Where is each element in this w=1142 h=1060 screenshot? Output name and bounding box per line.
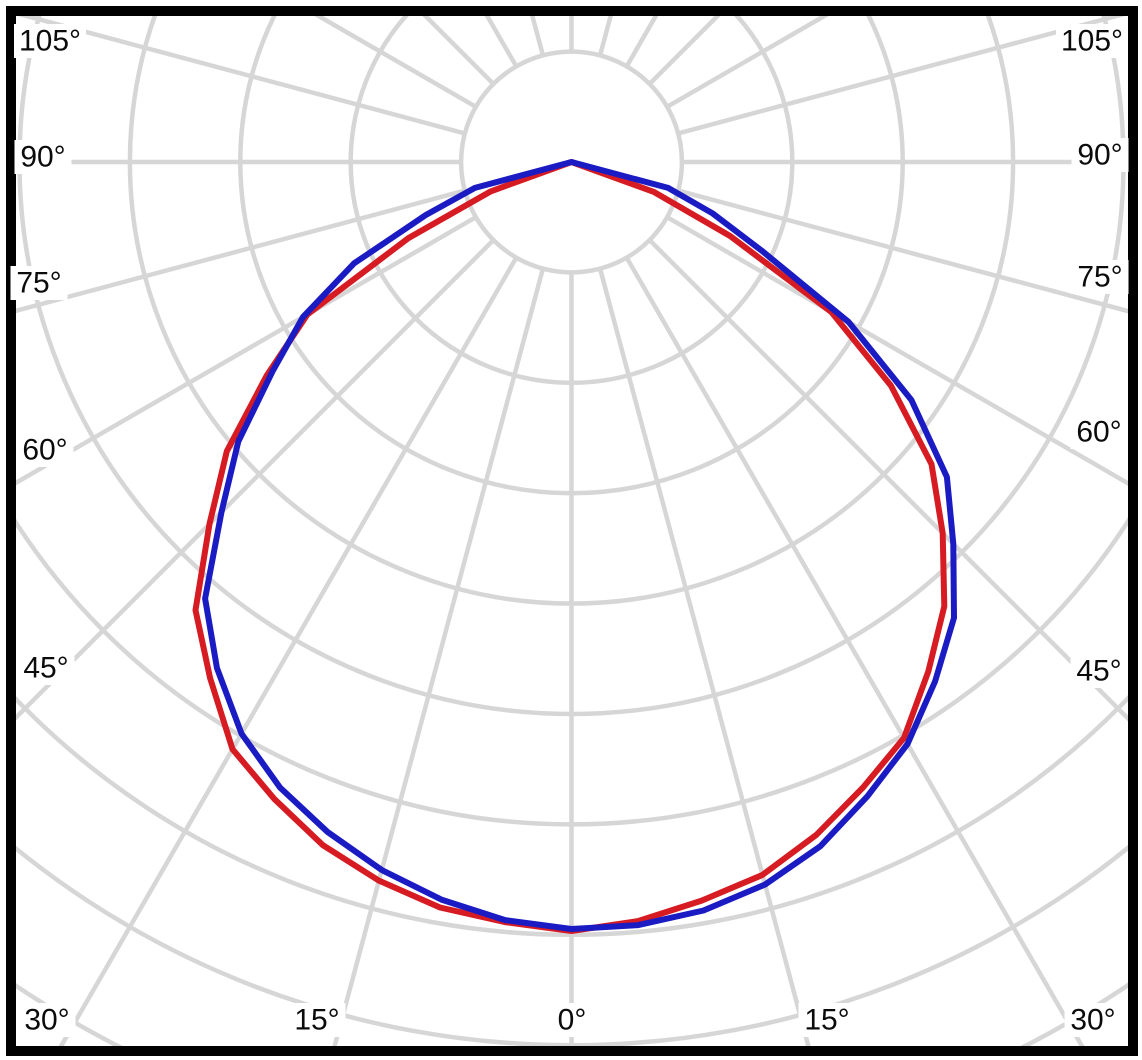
angle-label: 75° <box>16 267 61 300</box>
angle-label: 105° <box>19 25 81 58</box>
grid-spoke <box>17 16 466 136</box>
angle-label: 30° <box>24 1004 69 1037</box>
grid-spoke <box>647 238 1128 722</box>
angle-label: 90° <box>20 141 65 174</box>
angle-label-mask <box>18 1003 76 1037</box>
angle-label-mask <box>10 266 68 300</box>
angle-label: 60° <box>22 434 67 467</box>
angle-label-mask <box>1071 138 1129 172</box>
angle-label: 45° <box>23 652 68 685</box>
angle-label-mask <box>17 651 75 685</box>
angle-label-mask <box>288 1003 346 1037</box>
angle-label-mask <box>1071 260 1129 294</box>
grid-spoke <box>677 16 1126 136</box>
grid-spoke <box>16 238 496 721</box>
angle-label: 90° <box>1077 139 1122 172</box>
angle-label-mask <box>551 1003 593 1037</box>
grid-spoke <box>624 256 1085 1046</box>
grid-spoke <box>597 268 811 1046</box>
grid-spoke <box>677 188 1128 314</box>
angle-label-mask <box>14 24 86 58</box>
angle-label: 15° <box>294 1004 339 1037</box>
angle-label: 105° <box>1061 25 1123 58</box>
angle-labels: 105° 90° 75° 60° 45° 30° 15° 0° 15° 30° 45° 60° 75° 9… <box>10 24 1129 1037</box>
angle-label-mask <box>1056 24 1128 58</box>
blue-curve <box>202 159 957 932</box>
angle-label: 0° <box>558 1004 587 1037</box>
angle-label: 45° <box>1076 655 1121 688</box>
angle-label-mask <box>14 140 72 174</box>
angle-label-mask <box>16 433 74 467</box>
angle-label-mask <box>1070 654 1128 688</box>
angle-label: 75° <box>1077 261 1122 294</box>
angle-label: 15° <box>804 1004 849 1037</box>
angle-label-mask <box>1064 1003 1122 1037</box>
angle-label-mask <box>798 1003 856 1037</box>
chart-frame <box>6 6 1138 1056</box>
angle-label: 60° <box>1076 416 1121 449</box>
angle-label-mask <box>1070 415 1128 449</box>
angle-label: 30° <box>1070 1004 1115 1037</box>
grid-spoke <box>332 268 546 1046</box>
grid-spoke <box>16 188 466 314</box>
